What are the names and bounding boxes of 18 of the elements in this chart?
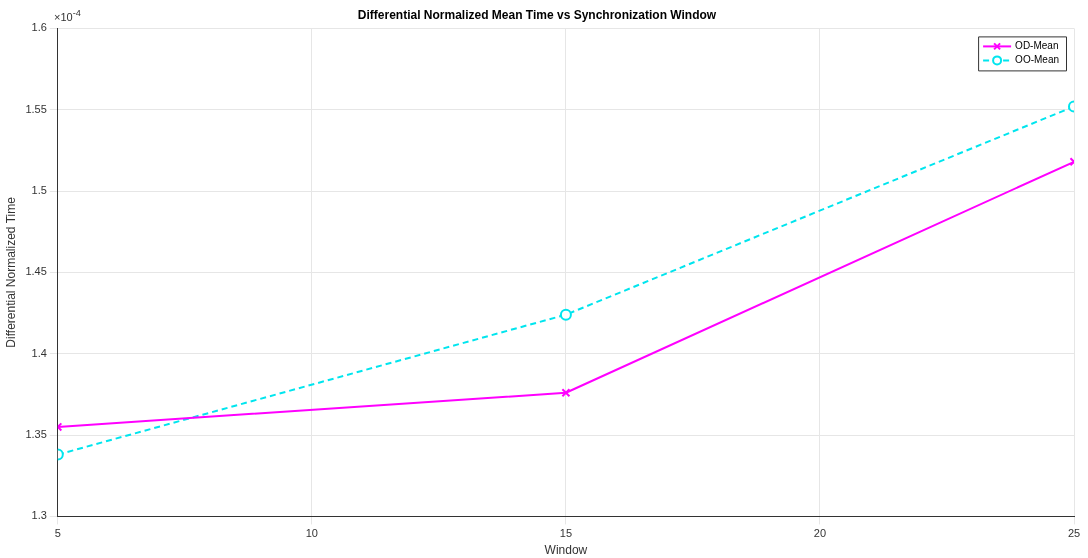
- chart-title: Differential Normalized Mean Time vs Synchronization Window: [357, 7, 717, 22]
- y-axis-title: Differential Normalized Time: [3, 196, 18, 348]
- y-tick-label: 1.3: [31, 509, 47, 522]
- legend-label: OO-Mean: [1015, 54, 1059, 66]
- x-tick-label: 20: [813, 527, 827, 540]
- x-tick-label: 10: [305, 527, 318, 540]
- y-tick-label: 1.45: [25, 265, 47, 278]
- text: ×10$^{-4}$: [54, 8, 81, 23]
- x-tick-label: 15: [559, 527, 573, 540]
- legend-label: OD-Mean: [1015, 40, 1059, 52]
- x-axis-title: Window: [544, 543, 588, 558]
- y-tick-label: 1.55: [25, 102, 47, 115]
- x-tick-label: 5: [54, 527, 61, 540]
- y-tick-label: 1.4: [31, 346, 47, 359]
- y-tick-label: 1.5: [31, 184, 47, 197]
- y-tick-label: 1.6: [31, 21, 47, 34]
- x-tick-label: 25: [1067, 527, 1081, 540]
- y-tick-label: 1.35: [25, 428, 47, 441]
